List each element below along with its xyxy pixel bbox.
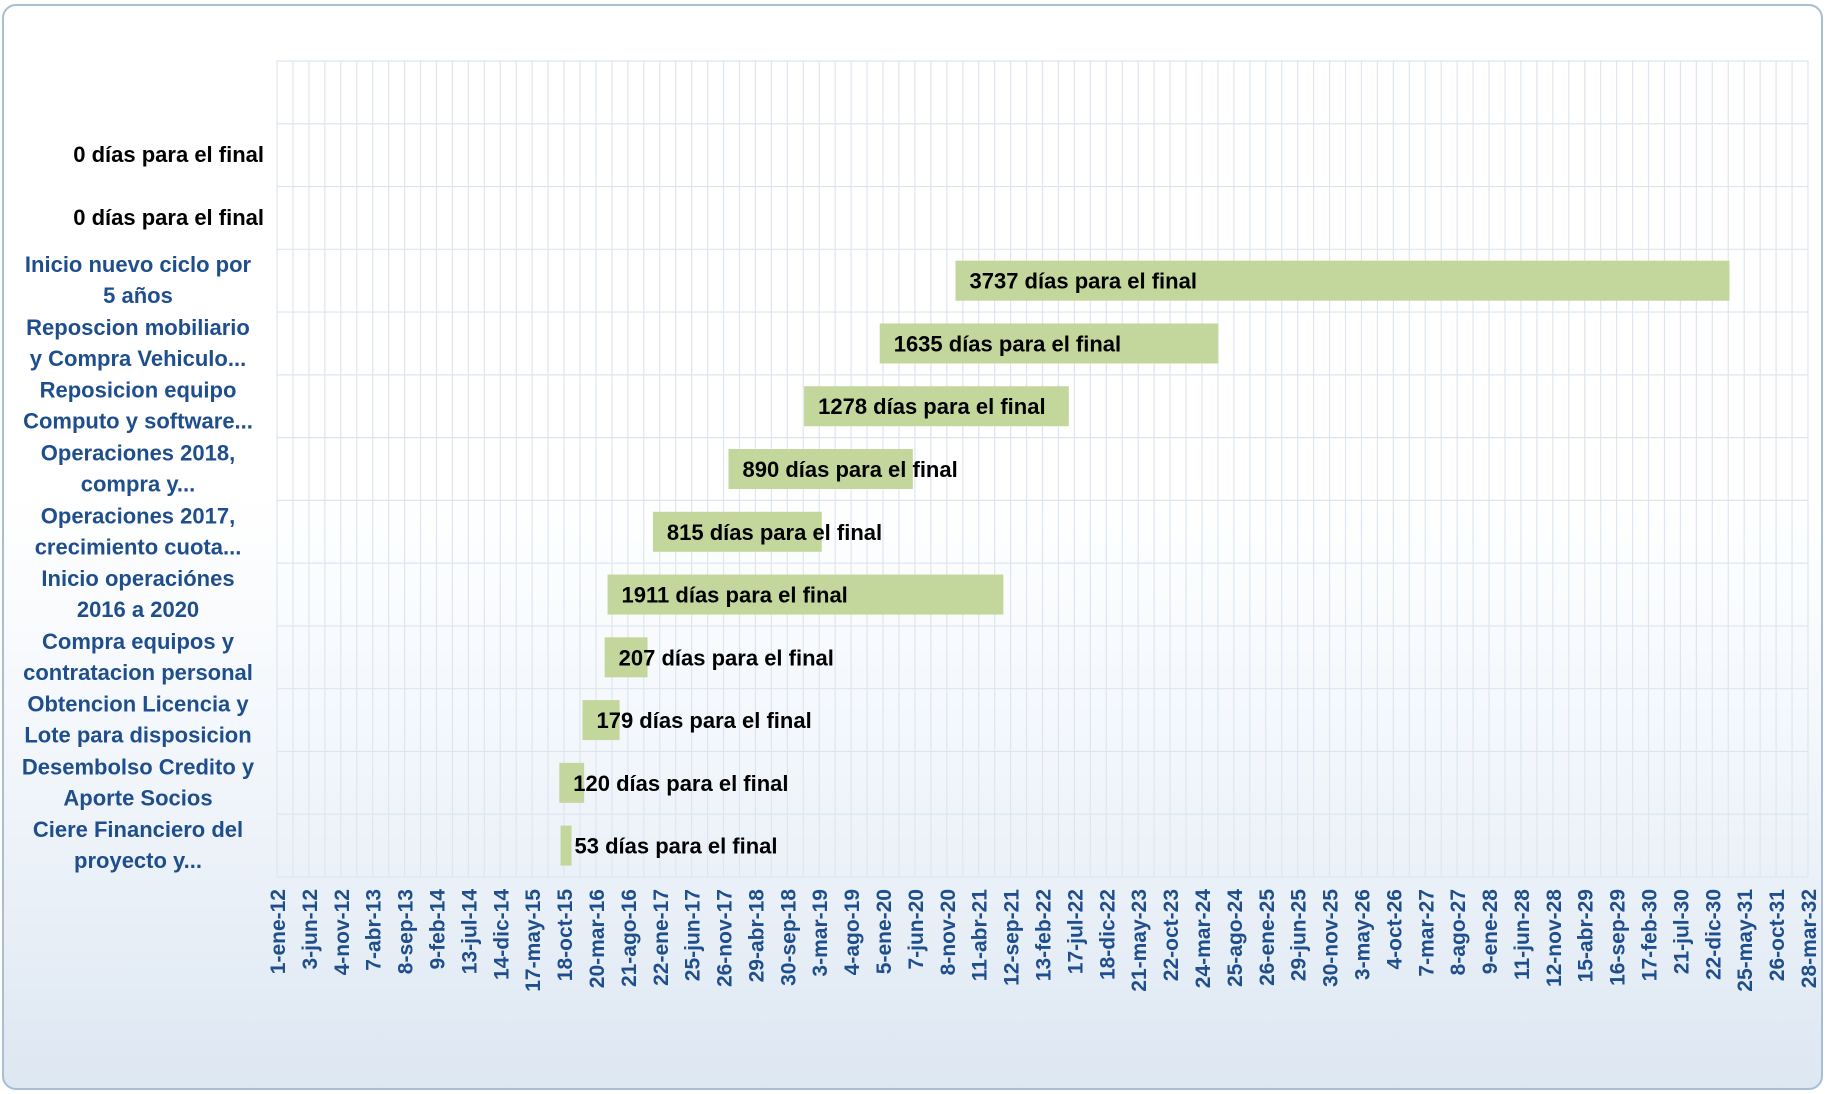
category-label: Aporte Socios — [63, 785, 212, 810]
category-label: Desembolso Credito y — [22, 754, 255, 779]
category-label: Reposicion equipo — [40, 378, 237, 403]
gantt-bar — [955, 260, 1730, 301]
x-tick-label: 11-abr-21 — [969, 889, 992, 982]
category-label: 0 días para el final — [73, 205, 264, 230]
x-tick-label: 25-may-31 — [1734, 889, 1757, 992]
x-tick-label: 26-ene-25 — [1256, 889, 1279, 986]
bar-data-label: 207 días para el final — [619, 645, 834, 670]
bar-data-label: 815 días para el final — [667, 520, 882, 545]
x-tick-label: 20-mar-16 — [586, 889, 609, 988]
x-tick-label: 30-nov-25 — [1320, 889, 1343, 987]
category-label: Inicio nuevo ciclo por — [25, 252, 252, 277]
x-tick-label: 29-abr-18 — [745, 889, 768, 983]
x-tick-label: 24-mar-24 — [1192, 889, 1215, 989]
bar-data-label: 890 días para el final — [743, 457, 958, 482]
x-tick-label: 18-oct-15 — [554, 889, 577, 982]
category-label: Ciere Financiero del — [33, 817, 243, 842]
category-label: 5 años — [103, 283, 173, 308]
x-tick-label: 7-abr-13 — [363, 889, 386, 971]
category-label: proyecto y... — [74, 848, 202, 873]
x-tick-label: 9-feb-14 — [426, 889, 449, 970]
category-labels: 0 días para el final 0 días para el final… — [22, 142, 264, 873]
x-tick-label: 3-may-26 — [1351, 889, 1374, 980]
x-tick-label: 8-sep-13 — [395, 889, 418, 974]
x-tick-label: 13-feb-22 — [1033, 889, 1056, 981]
x-tick-labels: 1-ene-12 3-jun-12 4-nov-12 7-abr-13 8-sep-13… — [267, 889, 1821, 992]
gantt-bar — [879, 323, 1219, 364]
x-tick-label: 8-nov-20 — [937, 889, 960, 975]
bars — [559, 260, 1730, 866]
x-tick-label: 9-ene-28 — [1479, 889, 1502, 975]
category-label: Operaciones 2018, — [41, 441, 235, 466]
x-tick-label: 14-dic-14 — [490, 889, 513, 980]
bar-labels: 3737 días para el final 1635 días para el… — [573, 269, 1197, 859]
x-tick-label: 21-ago-16 — [618, 889, 641, 987]
x-tick-label: 25-ago-24 — [1224, 889, 1247, 987]
bar-data-label: 120 días para el final — [573, 771, 788, 796]
gantt-bar — [804, 386, 1069, 427]
x-tick-label: 11-jun-28 — [1511, 889, 1534, 980]
x-tick-label: 26-oct-31 — [1766, 889, 1789, 982]
x-tick-label: 12-sep-21 — [1001, 889, 1024, 986]
category-label: 0 días para el final — [73, 142, 264, 167]
category-label: Computo y software... — [23, 409, 253, 434]
category-label: compra y... — [81, 472, 196, 497]
x-tick-label: 28-mar-32 — [1798, 889, 1821, 988]
category-label: Reposcion mobiliario — [26, 315, 250, 340]
gantt-bar — [582, 700, 620, 741]
category-label: Inicio operaciónes — [41, 566, 234, 591]
x-tick-label: 8-ago-27 — [1447, 889, 1470, 975]
x-tick-label: 3-jun-12 — [299, 889, 322, 970]
gantt-bar — [728, 449, 913, 489]
x-tick-label: 16-sep-29 — [1607, 889, 1630, 986]
bar-data-label: 1635 días para el final — [894, 331, 1121, 356]
category-label: y Compra Vehiculo... — [30, 346, 246, 371]
x-tick-label: 5-ene-20 — [873, 889, 896, 974]
bar-data-label: 1911 días para el final — [622, 583, 848, 608]
x-tick-label: 1-ene-12 — [267, 889, 290, 974]
x-tick-label: 21-may-23 — [1128, 889, 1151, 992]
gantt-bar — [560, 825, 572, 866]
x-tick-label: 12-nov-28 — [1543, 889, 1566, 987]
gantt-bar — [652, 511, 822, 552]
x-tick-label: 7-mar-27 — [1415, 889, 1438, 977]
category-label: Lote para disposicion — [24, 723, 251, 748]
bar-data-label: 1278 días para el final — [818, 394, 1045, 419]
x-tick-label: 13-jul-14 — [458, 889, 481, 975]
x-tick-label: 21-jul-30 — [1670, 889, 1693, 974]
x-tick-label: 25-jun-17 — [682, 889, 705, 981]
bar-data-label: 179 días para el final — [596, 708, 811, 733]
x-tick-label: 30-sep-18 — [777, 889, 800, 986]
x-tick-label: 22-oct-23 — [1160, 889, 1183, 981]
x-tick-label: 4-ago-19 — [841, 889, 864, 975]
category-label: Obtencion Licencia y — [27, 692, 249, 717]
bar-data-label: 3737 días para el final — [970, 269, 1197, 294]
category-label: crecimiento cuota... — [35, 534, 242, 559]
bar-data-label: 53 días para el final — [575, 834, 778, 859]
x-tick-label: 26-nov-17 — [714, 889, 737, 987]
x-tick-label: 22-ene-17 — [650, 889, 673, 986]
gantt-bar — [559, 762, 585, 803]
x-tick-label: 4-nov-12 — [331, 889, 354, 975]
x-tick-label: 17-jul-22 — [1064, 889, 1087, 974]
gantt-chart-frame: 3737 días para el final 1635 días para el… — [2, 4, 1823, 1090]
x-tick-label: 29-jun-25 — [1288, 889, 1311, 982]
x-tick-label: 7-jun-20 — [905, 889, 928, 970]
gantt-bar — [607, 574, 1004, 615]
grid — [276, 60, 1809, 878]
x-tick-label: 4-oct-26 — [1383, 889, 1406, 970]
gantt-chart: 3737 días para el final 1635 días para el… — [22, 60, 1821, 992]
gantt-bar — [604, 637, 648, 678]
x-tick-label: 18-dic-22 — [1096, 889, 1119, 980]
category-label: Compra equipos y — [42, 629, 235, 654]
x-tick-label: 17-may-15 — [522, 889, 545, 992]
x-tick-label: 17-feb-30 — [1639, 889, 1662, 981]
x-tick-label: 15-abr-29 — [1575, 889, 1598, 982]
x-tick-label: 22-dic-30 — [1702, 889, 1725, 980]
category-label: Operaciones 2017, — [41, 503, 235, 528]
x-tick-label: 3-mar-19 — [809, 889, 832, 977]
category-label: 2016 a 2020 — [77, 597, 199, 622]
category-label: contratacion personal — [23, 660, 253, 685]
